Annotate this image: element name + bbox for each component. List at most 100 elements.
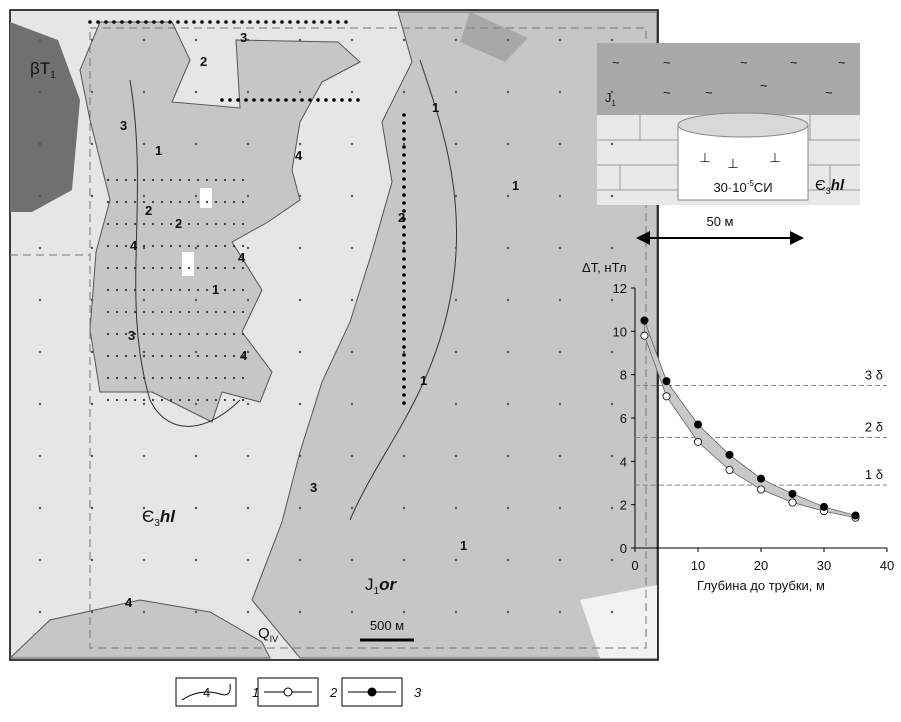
tilde: ~ — [825, 85, 833, 100]
survey-point — [116, 223, 118, 225]
tilde: ~ — [663, 85, 671, 100]
survey-point — [152, 289, 154, 291]
survey-point — [125, 179, 127, 181]
grid-dot — [39, 507, 41, 509]
survey-point — [197, 223, 199, 225]
grid-dot — [91, 91, 93, 93]
grid-dot — [195, 559, 197, 561]
grid-dot — [195, 507, 197, 509]
survey-point — [197, 201, 199, 203]
survey-point — [134, 311, 136, 313]
grid-dot — [39, 39, 41, 41]
survey-point — [402, 289, 406, 293]
grid-dot — [299, 403, 301, 405]
grid-dot — [143, 611, 145, 613]
map — [10, 10, 658, 660]
survey-point — [188, 245, 190, 247]
survey-point — [197, 355, 199, 357]
survey-point — [402, 369, 406, 373]
survey-point — [215, 377, 217, 379]
grid-dot — [195, 611, 197, 613]
survey-point — [402, 385, 406, 389]
survey-point — [116, 267, 118, 269]
survey-point — [134, 267, 136, 269]
grid-dot — [559, 403, 561, 405]
legend-marker — [284, 688, 292, 696]
susc-pre: 30·10 — [713, 180, 746, 195]
survey-point — [233, 223, 235, 225]
survey-point — [300, 98, 304, 102]
survey-point — [215, 245, 217, 247]
survey-point — [304, 20, 308, 24]
survey-point — [402, 345, 406, 349]
grid-dot — [195, 195, 197, 197]
survey-point — [161, 267, 163, 269]
survey-point — [402, 249, 406, 253]
point — [641, 332, 648, 339]
grid-dot — [351, 91, 353, 93]
grid-dot — [403, 559, 405, 561]
pipe-symbol: ⊥ — [727, 156, 738, 171]
grid-dot — [195, 455, 197, 457]
grid-dot — [91, 351, 93, 353]
cover-layer — [597, 43, 860, 115]
contour-label: 4 — [125, 595, 133, 610]
survey-point — [402, 361, 406, 365]
grid-dot — [455, 351, 457, 353]
survey-point — [402, 281, 406, 285]
contour-label: 2 — [398, 210, 405, 225]
survey-point — [152, 223, 154, 225]
survey-point — [107, 267, 109, 269]
grid-dot — [143, 143, 145, 145]
survey-point — [312, 20, 316, 24]
grid-dot — [611, 39, 613, 41]
survey-point — [340, 98, 344, 102]
grid-dot — [299, 611, 301, 613]
grid-dot — [611, 507, 613, 509]
grid-dot — [143, 91, 145, 93]
grid-dot — [611, 247, 613, 249]
contour-label: 1 — [420, 373, 427, 388]
x-axis-label: Глубина до трубки, м — [697, 578, 825, 593]
legend-sample: 4 — [203, 685, 210, 700]
survey-point — [206, 311, 208, 313]
grid-dot — [455, 507, 457, 509]
grid-dot — [611, 611, 613, 613]
grid-dot — [403, 455, 405, 457]
grid-dot — [247, 455, 249, 457]
y-tick-label: 8 — [620, 368, 627, 383]
survey-point — [116, 355, 118, 357]
contour-label: 4 — [295, 148, 303, 163]
survey-point — [128, 20, 132, 24]
survey-point — [233, 289, 235, 291]
contour-label: 1 — [212, 282, 219, 297]
survey-point — [134, 201, 136, 203]
survey-point — [188, 399, 190, 401]
threshold-label: 1 δ — [865, 467, 883, 482]
gap — [182, 252, 194, 276]
survey-point — [116, 399, 118, 401]
survey-point — [197, 333, 199, 335]
grid-dot — [611, 455, 613, 457]
y-tick-label: 4 — [620, 454, 627, 469]
contour-label: 2 — [145, 203, 152, 218]
grid-dot — [403, 247, 405, 249]
point — [694, 438, 701, 445]
grid-dot — [507, 91, 509, 93]
survey-point — [233, 399, 235, 401]
survey-point — [206, 377, 208, 379]
grid-dot — [351, 507, 353, 509]
gap — [200, 188, 212, 208]
point — [852, 512, 859, 519]
survey-point — [242, 223, 244, 225]
page: βT1Є3hlJ1orQIV500 м3213241243442311141J1… — [0, 0, 901, 722]
survey-point — [107, 179, 109, 181]
survey-point — [224, 267, 226, 269]
contour-label: 1 — [460, 538, 467, 553]
survey-point — [240, 20, 244, 24]
y-tick-label: 6 — [620, 411, 627, 426]
survey-point — [215, 223, 217, 225]
grid-dot — [143, 299, 145, 301]
survey-point — [242, 245, 244, 247]
survey-point — [161, 399, 163, 401]
